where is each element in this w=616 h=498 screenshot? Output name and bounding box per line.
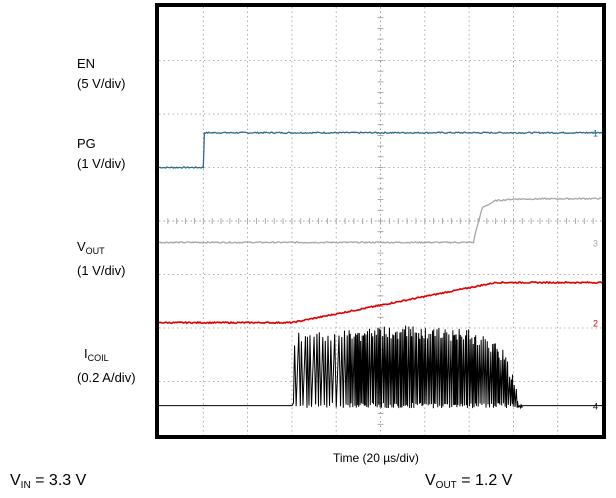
vin-name: V xyxy=(10,472,21,489)
trace-pg xyxy=(158,197,603,244)
en-label: EN (5 V/div) xyxy=(77,56,125,92)
en-name: EN xyxy=(77,56,96,71)
trace-icoil xyxy=(159,325,602,410)
pg-label: PG (1 V/div) xyxy=(77,136,125,172)
vin-value: = 3.3 V xyxy=(35,472,87,489)
vout-cond-value: = 1.2 V xyxy=(461,472,513,489)
icoil-scale-label: (0.2 A/div) xyxy=(77,370,136,386)
x-axis-label: Time (20 µs/div) xyxy=(333,451,419,465)
traces xyxy=(158,131,603,410)
oscilloscope-plot: 1 3 2 4 xyxy=(155,3,606,439)
icoil-sub: COIL xyxy=(87,353,109,363)
vout-cond-sub: OUT xyxy=(435,480,457,491)
pg-name: PG xyxy=(77,136,96,151)
en-scale: (5 V/div) xyxy=(77,76,126,91)
vout-name: V xyxy=(77,239,86,254)
vout-condition: VOUT = 1.2 V xyxy=(425,472,512,491)
channel-marker: 1 xyxy=(593,129,598,139)
vout-label: VOUT (1 V/div) xyxy=(77,239,125,279)
vout-scale: (1 V/div) xyxy=(77,263,126,278)
vin-condition: VIN = 3.3 V xyxy=(10,472,86,491)
trace-en xyxy=(158,131,603,169)
channel-marker: 2 xyxy=(593,319,598,329)
icoil-label: ICOIL xyxy=(84,346,109,366)
vin-sub: IN xyxy=(20,480,31,491)
trace-vout xyxy=(158,280,603,325)
channel-marker: 4 xyxy=(593,402,598,412)
icoil-scale: (0.2 A/div) xyxy=(77,370,136,385)
pg-scale: (1 V/div) xyxy=(77,156,126,171)
vout-cond-name: V xyxy=(425,472,436,489)
vout-sub: OUT xyxy=(85,246,105,256)
channel-markers: 1 3 2 4 xyxy=(593,129,598,412)
channel-marker: 3 xyxy=(593,238,598,248)
icoil-name: I xyxy=(84,346,88,361)
